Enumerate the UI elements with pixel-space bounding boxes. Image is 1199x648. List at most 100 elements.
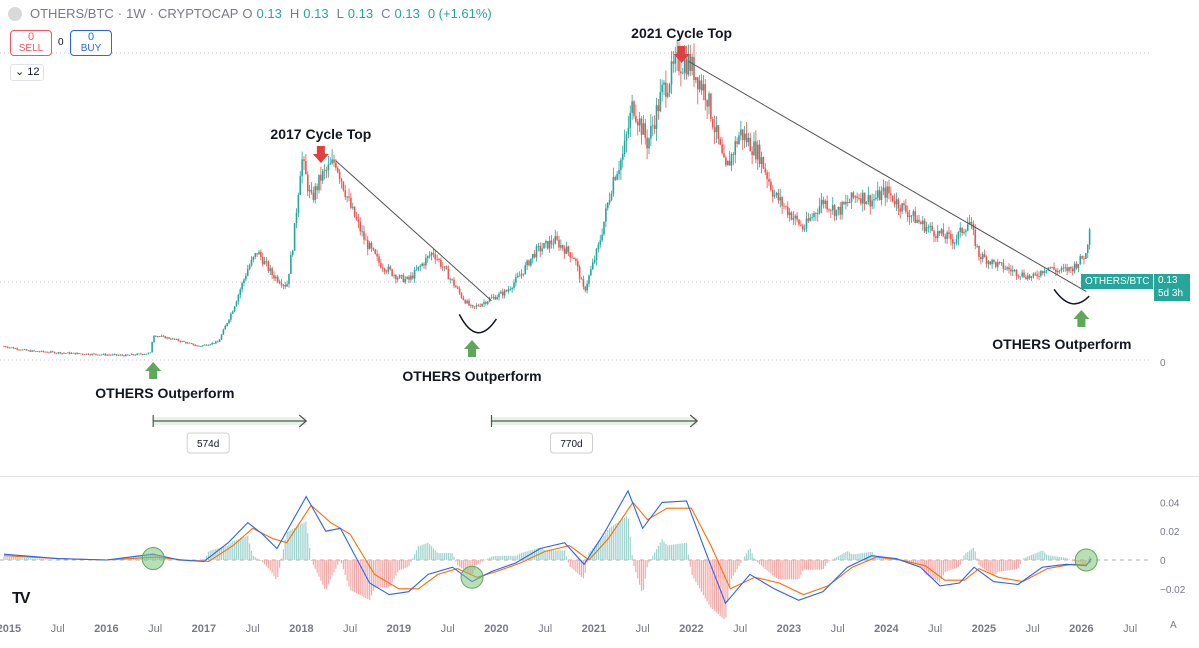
- tradingview-logo[interactable]: TV: [12, 590, 31, 607]
- macd-histogram-bar: [44, 559, 46, 560]
- macd-histogram-bar: [511, 555, 513, 560]
- price-candle: [1041, 270, 1044, 276]
- price-candle: [843, 201, 845, 206]
- candle-body: [492, 296, 495, 298]
- macd-histogram-bar: [635, 560, 637, 573]
- price-candle: [920, 220, 922, 225]
- candle-body: [863, 192, 866, 205]
- candle-body: [1058, 270, 1061, 272]
- candle-body: [531, 253, 534, 259]
- candle-body: [1064, 267, 1067, 269]
- price-candle: [931, 221, 933, 232]
- macd-histogram-bar: [217, 548, 219, 560]
- price-candle: [841, 200, 843, 220]
- price-candle: [786, 201, 789, 219]
- macd-histogram-bar: [1042, 550, 1044, 560]
- candle-body: [205, 344, 208, 346]
- price-candle: [301, 151, 303, 184]
- candle-body: [335, 162, 337, 168]
- candle-body: [950, 233, 952, 240]
- candle-body: [123, 355, 125, 357]
- candle-body: [524, 265, 527, 274]
- sell-button[interactable]: 0 SELL: [10, 30, 52, 56]
- macd-histogram-bar: [1066, 558, 1068, 560]
- auto-scale-button[interactable]: A: [1170, 620, 1177, 631]
- candle-body: [678, 51, 680, 72]
- price-candle: [245, 272, 247, 282]
- candle-body: [899, 208, 902, 212]
- price-candle: [635, 104, 637, 124]
- candle-body: [571, 257, 573, 259]
- macd-histogram-bar: [520, 552, 523, 560]
- candle-body: [944, 236, 947, 240]
- candle-body: [16, 348, 18, 350]
- candle-body: [972, 223, 975, 230]
- buy-button[interactable]: 0 BUY: [70, 30, 112, 56]
- price-candle: [323, 164, 326, 180]
- macd-histogram-bar: [995, 560, 997, 574]
- candle-body: [126, 354, 129, 356]
- pane-divider[interactable]: [0, 476, 1199, 477]
- price-candle: [773, 189, 776, 199]
- macd-histogram-bar: [318, 560, 320, 577]
- price-candle: [218, 338, 221, 342]
- candle-body: [51, 351, 54, 353]
- candle-body: [665, 82, 667, 97]
- symbol-name[interactable]: OTHERS/BTC: [30, 6, 114, 21]
- candle-body: [552, 243, 555, 245]
- candle-body: [968, 221, 971, 225]
- price-candle: [768, 172, 770, 186]
- indicators-collapse-button[interactable]: ⌄ 12: [10, 64, 44, 81]
- price-candle: [357, 214, 360, 229]
- price-candle: [186, 341, 189, 344]
- price-candle: [831, 197, 834, 215]
- candle-body: [265, 261, 268, 262]
- price-candle: [640, 116, 643, 145]
- candle-body: [891, 195, 894, 202]
- candle-body: [310, 189, 313, 193]
- price-candle: [1040, 269, 1042, 278]
- macd-histogram-bar: [271, 560, 273, 573]
- annotation-2017-cycle-top: 2017 Cycle Top: [270, 126, 371, 142]
- macd-histogram-bar: [1004, 560, 1006, 571]
- candle-body: [153, 335, 155, 342]
- candle-body: [376, 253, 378, 257]
- price-candle: [35, 350, 37, 352]
- macd-histogram-bar: [809, 560, 811, 570]
- price-candle: [638, 111, 641, 132]
- open-value: 0.13: [256, 6, 282, 21]
- candle-body: [1006, 267, 1008, 269]
- candle-body: [681, 72, 684, 74]
- price-candle: [923, 218, 926, 233]
- macd-histogram-bar: [969, 550, 971, 560]
- macd-histogram-bar: [535, 548, 538, 560]
- candle-body: [1075, 263, 1078, 269]
- candle-body: [370, 243, 373, 249]
- macd-histogram-bar: [284, 539, 286, 560]
- candle-body: [256, 253, 258, 255]
- macd-histogram-bar: [226, 545, 228, 560]
- macd-histogram-bar: [312, 560, 314, 565]
- price-candle: [115, 354, 118, 357]
- macd-histogram-bar: [224, 546, 226, 560]
- macd-histogram-bar: [269, 560, 271, 571]
- candle-body: [333, 159, 335, 163]
- candle-body: [346, 196, 348, 198]
- price-candle: [190, 342, 193, 344]
- macd-histogram-bar: [374, 560, 376, 588]
- candle-body: [111, 354, 114, 356]
- price-candle: [123, 355, 125, 357]
- macd-histogram-bar: [202, 560, 204, 561]
- candle-body: [162, 335, 165, 337]
- interval-label[interactable]: 1W: [126, 6, 146, 21]
- candle-body: [711, 119, 714, 128]
- candle-body: [520, 273, 523, 276]
- price-candle: [901, 202, 903, 215]
- candle-body: [696, 77, 699, 90]
- candle-body: [378, 256, 380, 263]
- candle-body: [582, 279, 585, 287]
- candle-body: [522, 273, 525, 275]
- price-candle: [498, 291, 500, 301]
